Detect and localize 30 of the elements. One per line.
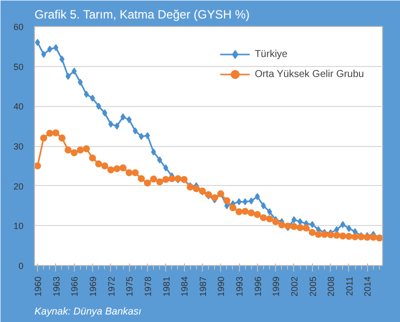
x-tick-label: 2005 [308, 276, 318, 297]
y-tick-label: 50 [13, 62, 24, 72]
x-tick-label: 1966 [70, 276, 80, 297]
x-tick-label: 1996 [252, 276, 263, 297]
legend-label: Orta Yüksek Gelir Grubu [254, 68, 364, 80]
x-tick-label: 2011 [344, 276, 354, 296]
x-tick-label: 1960 [33, 276, 44, 297]
y-tick-label: 60 [13, 22, 24, 32]
x-tick-label: 1987 [198, 276, 208, 297]
x-tick-label: 1984 [180, 276, 190, 297]
legend-label: Türkiye [254, 48, 288, 60]
chart-title: Grafik 5. Tarım, Katma Değer (GYSH %) [34, 8, 250, 22]
x-tick-label: 1963 [51, 276, 62, 297]
y-tick-label: 30 [13, 142, 24, 152]
x-tick-label: 1975 [124, 276, 135, 297]
x-tick-label: 1972 [106, 276, 116, 297]
y-tick-label: 40 [13, 102, 24, 112]
x-tick-label: 1999 [271, 276, 282, 297]
y-tick-label: 20 [13, 181, 24, 192]
x-tick-label: 2014 [362, 276, 373, 297]
text: Kaynak: Dünya Bankası [34, 306, 142, 318]
x-tick-label: 1993 [234, 276, 245, 297]
y-tick-label: 10 [13, 221, 24, 232]
x-tick-label: 1978 [142, 276, 153, 297]
x-tick-label: 2008 [326, 276, 336, 297]
x-tick-label: 1981 [161, 276, 172, 297]
y-tick-label: 0 [18, 261, 24, 271]
x-tick-label: 2002 [289, 276, 300, 297]
x-tick-label: 1969 [88, 276, 98, 297]
x-tick-label: 1990 [216, 276, 226, 297]
